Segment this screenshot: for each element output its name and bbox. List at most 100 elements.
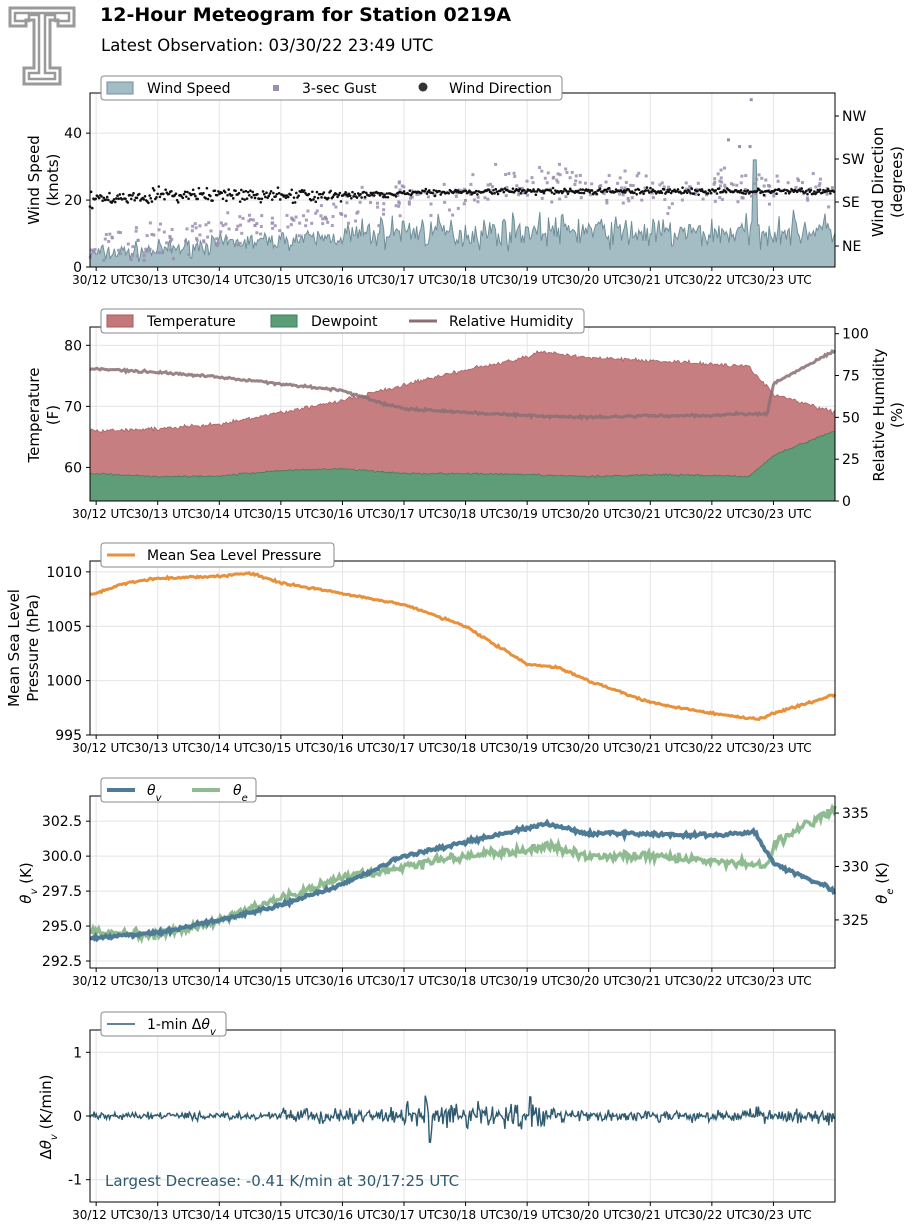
gust-point	[488, 182, 492, 186]
direction-point	[491, 192, 494, 195]
direction-point	[649, 186, 652, 190]
gust-point	[433, 192, 437, 196]
gust-point	[550, 200, 554, 204]
direction-point	[97, 196, 101, 200]
legend-swatch-direction	[418, 82, 428, 92]
direction-point	[789, 190, 792, 193]
gust-point	[334, 205, 338, 209]
gust-point	[620, 186, 624, 190]
direction-point	[182, 192, 186, 196]
direction-point	[227, 188, 230, 191]
gust-point	[126, 242, 130, 246]
gust-point	[623, 169, 627, 173]
direction-point	[495, 190, 499, 194]
gust-point	[736, 200, 740, 204]
gust-point	[718, 179, 722, 183]
gust-point	[629, 183, 633, 187]
gust-point	[202, 240, 206, 244]
direction-point	[662, 188, 666, 191]
gust-point	[486, 183, 490, 187]
gust-point	[713, 177, 717, 181]
direction-point	[438, 189, 441, 193]
x-tick-label: 30/12 UTC	[72, 741, 134, 755]
gust-point	[216, 241, 220, 245]
gust-point	[321, 217, 325, 221]
x-tick-label: 30/18 UTC	[442, 1208, 504, 1222]
gust-point	[755, 177, 759, 181]
gust-point	[604, 180, 608, 184]
direction-point	[614, 188, 618, 191]
direction-point	[209, 194, 212, 198]
gust-point	[215, 244, 219, 248]
gust-point	[454, 194, 458, 198]
gust-point	[360, 185, 364, 189]
direction-point	[709, 191, 713, 195]
gust-point	[259, 232, 263, 236]
gust-point	[513, 174, 517, 178]
x-tick-label: 30/16 UTC	[318, 273, 380, 287]
x-tick-label: 30/14 UTC	[195, 974, 257, 988]
gust-point	[429, 213, 433, 217]
gust-point	[635, 174, 639, 178]
gust-point	[716, 172, 720, 176]
direction-point	[676, 188, 680, 191]
rh-axis-label: Relative Humidity	[870, 348, 888, 481]
x-tick-label: 30/15 UTC	[257, 273, 319, 287]
direction-point	[380, 192, 384, 195]
direction-point	[439, 193, 443, 196]
gust-point	[214, 242, 218, 246]
legend-label-gust: 3-sec Gust	[302, 81, 377, 97]
x-tick-label: 30/15 UTC	[257, 507, 319, 521]
x-tick-label: 30/21 UTC	[626, 741, 688, 755]
direction-point	[202, 191, 205, 195]
direction-point	[322, 191, 326, 194]
gust-point	[827, 205, 831, 209]
direction-point	[825, 190, 829, 193]
gust-point	[512, 171, 516, 175]
direction-point	[542, 191, 546, 195]
gust-point	[507, 172, 511, 176]
gust-point	[310, 221, 314, 225]
gust-point	[354, 219, 358, 223]
gust-point	[394, 185, 398, 189]
gust-point	[558, 173, 562, 177]
direction-point	[353, 192, 357, 196]
gust-point	[382, 202, 386, 206]
gust-point	[663, 197, 667, 201]
direction-point	[315, 190, 319, 194]
gust-point	[238, 241, 242, 245]
gust-point	[650, 191, 654, 195]
gust-point	[146, 249, 150, 253]
direction-point	[167, 192, 171, 196]
direction-point	[350, 196, 353, 200]
gust-point	[134, 226, 138, 230]
gust-point	[170, 237, 174, 241]
direction-point	[238, 200, 242, 203]
pressure-line	[89, 571, 837, 721]
gust-point	[771, 191, 775, 195]
plot-frame	[89, 1029, 836, 1203]
gust-point	[719, 168, 723, 172]
legend-label-dtheta: 1-min Δθv	[147, 1017, 217, 1038]
wind-panel: 30/12 UTC 30/13 UTC 30/14 UTC 30/15 UTC 30/1…	[25, 75, 906, 287]
gust-point	[148, 221, 152, 225]
direction-point	[277, 191, 281, 195]
direction-point	[372, 194, 376, 197]
direction-point	[205, 186, 209, 190]
gust-point	[343, 214, 347, 218]
gust-point	[818, 177, 822, 181]
direction-point	[356, 192, 360, 195]
direction-point	[261, 190, 265, 193]
x-tick-label: 30/12 UTC	[72, 273, 134, 287]
y-tick-label: 20	[64, 193, 82, 209]
gust-point	[240, 231, 244, 235]
legend-swatch-dewpoint	[270, 314, 298, 328]
gust-point	[227, 227, 231, 231]
gust-point	[377, 224, 381, 228]
gust-point	[530, 176, 534, 180]
direction-point	[226, 193, 229, 197]
direction-point	[163, 197, 166, 201]
direction-point	[231, 197, 235, 200]
direction-point	[511, 187, 515, 190]
legend-label-wind-speed: Wind Speed	[147, 81, 231, 97]
